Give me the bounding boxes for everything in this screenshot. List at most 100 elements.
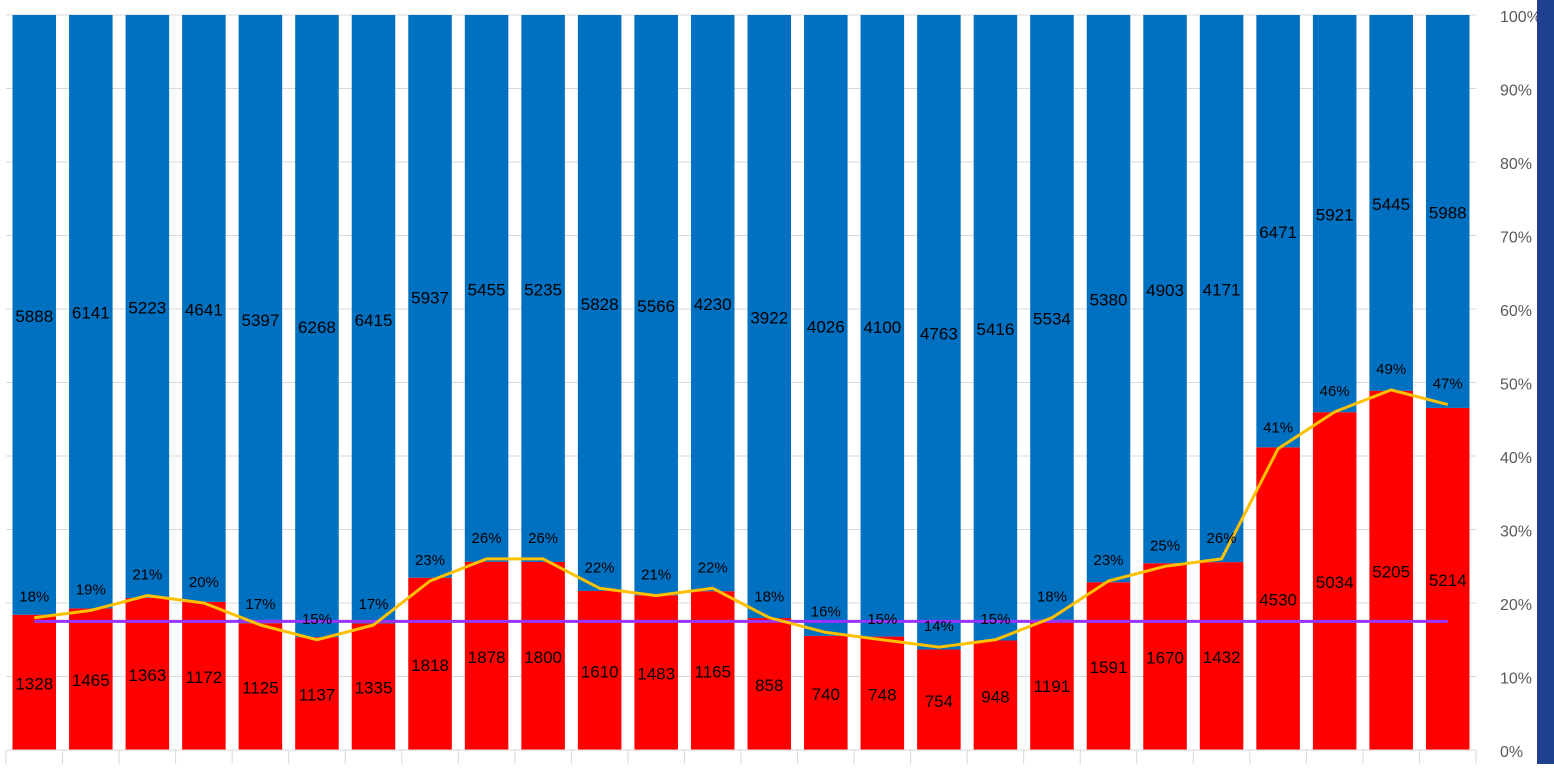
gridlines (6, 14, 1476, 751)
line-data-label: 25% (1150, 537, 1180, 554)
data-label-blue: 6415 (355, 311, 393, 330)
bar-segment-red (408, 577, 452, 750)
bar-segment-blue (804, 15, 848, 636)
data-label-red: 748 (868, 685, 896, 704)
data-label-blue: 4230 (694, 295, 732, 314)
data-label-blue: 5223 (128, 298, 166, 317)
bar-segment-red (351, 623, 396, 750)
bar-segment-red (690, 591, 735, 750)
bar-segment-red (1369, 390, 1413, 750)
bar-segment-red (747, 618, 792, 750)
data-label-red: 5205 (1372, 562, 1410, 581)
y-tick-label: 100% (1500, 9, 1541, 26)
line-data-label: 15% (302, 611, 332, 628)
bar-segment-red (521, 561, 565, 750)
data-label-red: 1165 (694, 663, 731, 682)
data-label-red: 1465 (72, 671, 110, 690)
bar-segment-blue (182, 15, 226, 602)
bar-segment-blue (521, 15, 565, 562)
bar-segment-blue (125, 15, 170, 598)
bar-segment-red (973, 640, 1018, 750)
right-edge-band (1537, 0, 1554, 764)
data-label-red: 5034 (1316, 573, 1354, 592)
line-data-label: 18% (1037, 589, 1067, 606)
bar-segment-red (1312, 412, 1357, 750)
line-data-label: 49% (1376, 361, 1406, 378)
data-label-red: 1125 (242, 679, 279, 698)
line-data-label: 20% (189, 574, 219, 591)
bar-segment-blue (1369, 15, 1413, 391)
data-label-red: 1172 (186, 668, 223, 687)
line-data-label: 17% (245, 596, 275, 613)
data-label-blue: 5921 (1316, 206, 1354, 225)
line-data-label: 19% (76, 581, 106, 598)
y-tick-label: 30% (1500, 524, 1532, 541)
bar-segment-blue (1199, 15, 1244, 563)
data-label-blue: 3922 (750, 309, 788, 328)
bar-segment-blue (295, 15, 339, 638)
bar-segment-blue (12, 15, 57, 615)
data-label-blue: 6141 (72, 304, 110, 323)
data-labels: 1328 5888 18% 1465 6141 19% 1363 5223 21% 1172 464… (15, 195, 1466, 711)
y-tick-label: 80% (1500, 156, 1532, 173)
ratio-line (34, 388, 1449, 649)
data-label-blue: 5988 (1429, 203, 1467, 222)
y-tick-label: 50% (1500, 377, 1532, 394)
line-data-label: 23% (415, 552, 445, 569)
bar-segment-blue (1086, 15, 1131, 583)
data-label-red: 858 (755, 676, 783, 695)
data-label-blue: 6268 (298, 318, 336, 337)
y-tick-label: 40% (1500, 450, 1532, 467)
bar-segment-blue (973, 15, 1018, 641)
data-label-blue: 4903 (1146, 281, 1184, 300)
data-label-red: 1818 (411, 656, 449, 675)
bar-segment-red (238, 623, 283, 750)
data-label-blue: 5566 (637, 297, 675, 316)
data-label-red: 1610 (581, 662, 619, 681)
bar-segment-red (182, 601, 226, 750)
y-axis: 0% 10% 20% 30% 40% 50% 60% 70% 80% 90% 100% (1500, 9, 1541, 761)
data-label-red: 1483 (637, 665, 675, 684)
data-label-red: 1363 (128, 666, 166, 685)
bar-segment-blue (747, 15, 792, 619)
bar-segment-red (917, 649, 961, 750)
line-data-label: 15% (867, 611, 897, 628)
data-label-blue: 4100 (863, 318, 901, 337)
data-label-blue: 4641 (185, 300, 223, 319)
bar-segment-blue (464, 15, 509, 562)
line-data-label: 14% (924, 618, 954, 635)
data-label-blue: 5937 (411, 288, 449, 307)
line-data-label: 22% (698, 559, 728, 576)
bar-segment-red (804, 635, 848, 750)
line-data-label: 16% (811, 603, 841, 620)
data-label-blue: 4026 (807, 317, 845, 336)
bar-segment-red (1256, 447, 1300, 750)
data-label-red: 1878 (468, 648, 506, 667)
data-label-blue: 5828 (581, 295, 619, 314)
data-label-red: 1328 (15, 674, 53, 693)
bar-segment-red (464, 561, 509, 750)
data-label-red: 1432 (1203, 648, 1241, 667)
line-data-label: 26% (472, 530, 502, 547)
y-tick-label: 20% (1500, 597, 1532, 614)
line-data-label: 46% (1320, 383, 1350, 400)
data-label-blue: 5534 (1033, 309, 1071, 328)
line-data-label: 17% (358, 596, 388, 613)
line-data-label: 15% (980, 611, 1010, 628)
bar-segment-blue (408, 15, 452, 578)
bar-segment-blue (860, 15, 905, 637)
bar-segment-red (1086, 582, 1131, 750)
bar-segment-blue (577, 15, 622, 591)
bar-segment-red (1030, 619, 1074, 750)
data-label-blue: 5235 (524, 280, 562, 299)
line-data-label: 21% (641, 567, 671, 584)
data-label-red: 5214 (1429, 571, 1467, 590)
data-label-red: 1137 (299, 686, 336, 705)
data-label-blue: 5397 (242, 311, 280, 330)
data-label-blue: 4171 (1203, 281, 1241, 300)
bar-segment-blue (238, 15, 283, 624)
bar-segment-red (1143, 563, 1187, 750)
data-label-blue: 4763 (920, 324, 958, 343)
bar-segment-blue (917, 15, 961, 650)
